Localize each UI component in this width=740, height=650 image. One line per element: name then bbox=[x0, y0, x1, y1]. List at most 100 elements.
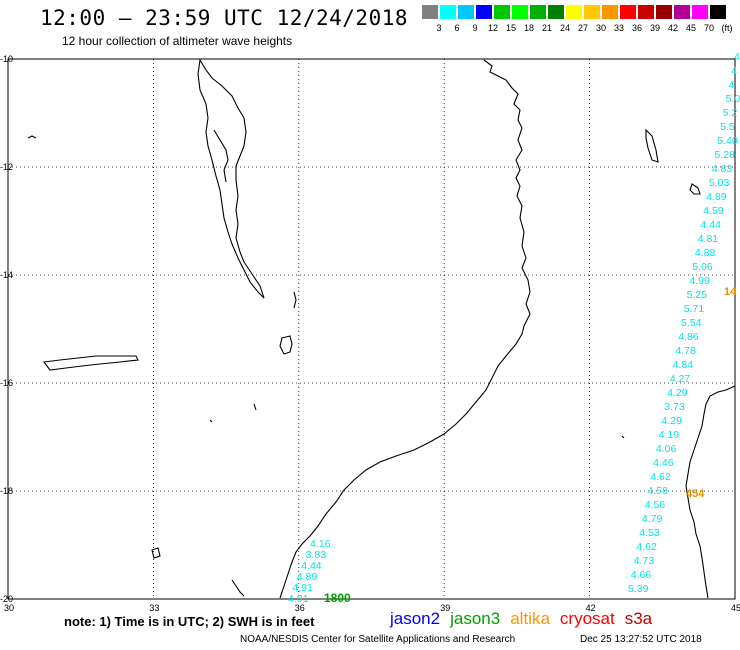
generation-timestamp: Dec 25 13:27:52 UTC 2018 bbox=[580, 634, 702, 645]
axis-labels: 30 33 36 39 42 45 -10 -12 -14 -16 -18 -20 bbox=[0, 54, 740, 613]
wave-height-label: 3.83 bbox=[306, 549, 327, 561]
wave-height-label: 4.66 bbox=[631, 569, 652, 581]
legend-swatch bbox=[494, 5, 510, 19]
legend-label: 39 bbox=[649, 23, 660, 33]
legend-label: 12 bbox=[487, 23, 498, 33]
jason3-time-label: 1800 bbox=[324, 591, 351, 605]
legend-swatch bbox=[422, 5, 438, 19]
wave-height-label: 4.62 bbox=[650, 471, 671, 483]
altika-label-north: 14 bbox=[724, 286, 737, 298]
wave-height-label: 4.86 bbox=[678, 331, 699, 343]
satellite-legend: jason2 jason3 altika cryosat s3a bbox=[390, 609, 662, 629]
legend-swatch bbox=[692, 5, 708, 19]
lon-tick-label: 39 bbox=[440, 603, 450, 613]
wave-height-label: 5.71 bbox=[684, 303, 705, 315]
wave-height-label: 5.0 bbox=[726, 93, 740, 105]
legend-swatch bbox=[566, 5, 582, 19]
legend-swatch bbox=[548, 5, 564, 19]
legend-swatch bbox=[530, 5, 546, 19]
wave-height-label: 4.06 bbox=[656, 443, 677, 455]
wave-height-label: 5.39 bbox=[628, 583, 649, 595]
legend-label: 30 bbox=[595, 23, 606, 33]
satellite-name: cryosat bbox=[559, 609, 615, 628]
legend-label: 33 bbox=[613, 23, 624, 33]
wave-height-label: 4.44 bbox=[301, 560, 322, 572]
wave-height-label: 4.44 bbox=[701, 219, 722, 231]
legend-swatch bbox=[638, 5, 654, 19]
legend-label: 42 bbox=[667, 23, 678, 33]
wave-height-label: 4.29 bbox=[667, 387, 688, 399]
satellite-name: altika bbox=[510, 609, 550, 628]
map-frame bbox=[7, 58, 736, 600]
legend-label: 27 bbox=[577, 23, 588, 33]
lat-tick-label: -20 bbox=[0, 594, 13, 604]
wave-height-label: 4.58 bbox=[648, 485, 669, 497]
credit-line: NOAA/NESDIS Center for Satellite Applica… bbox=[240, 634, 516, 645]
legend-swatch bbox=[476, 5, 492, 19]
wave-height-label: 4.59 bbox=[703, 205, 724, 217]
legend-swatch bbox=[440, 5, 456, 19]
chart-title: 12:00 – 23:59 UTC 12/24/2018 bbox=[40, 6, 409, 30]
wave-height-label: 5.40 bbox=[717, 135, 738, 147]
legend-label: 21 bbox=[541, 23, 552, 33]
wave-height-label: 4.46 bbox=[653, 457, 674, 469]
wave-height-label: 4.83 bbox=[712, 163, 733, 175]
legend-label: 70 bbox=[703, 23, 714, 33]
legend-swatch bbox=[584, 5, 600, 19]
wave-height-label: 4.89 bbox=[706, 191, 727, 203]
legend-label: 3 bbox=[436, 23, 442, 33]
altimeter-track-east: 4 4 4 5.0 5.2 5.5 5.40 5.28 4.83 5.03 4.89 4.59 4.44… bbox=[628, 51, 740, 595]
wave-height-label: 4.62 bbox=[636, 541, 657, 553]
wave-height-label: 5.54 bbox=[681, 317, 702, 329]
wave-height-label: 3.73 bbox=[664, 401, 685, 413]
legend-label: 36 bbox=[631, 23, 642, 33]
wave-height-label: 5.2 bbox=[723, 107, 738, 119]
wave-height-label: 4.53 bbox=[639, 527, 660, 539]
wave-height-label: 4 bbox=[734, 51, 740, 63]
legend-unit: (ft) bbox=[721, 23, 733, 33]
lat-tick-label: -14 bbox=[0, 270, 13, 280]
wave-height-label: 4.89 bbox=[297, 571, 318, 583]
wave-height-label: 4.16 bbox=[310, 538, 331, 550]
altika-label-south: 454 bbox=[686, 488, 705, 500]
wave-height-label: 5.28 bbox=[715, 149, 736, 161]
legend-swatch bbox=[674, 5, 690, 19]
lat-tick-label: -18 bbox=[0, 486, 13, 496]
legend-swatch bbox=[512, 5, 528, 19]
legend-label: 9 bbox=[472, 23, 478, 33]
wave-height-label: 4.79 bbox=[642, 513, 663, 525]
legend-label: 24 bbox=[559, 23, 570, 33]
legend-label: 15 bbox=[505, 23, 516, 33]
satellite-name: jason2 bbox=[390, 609, 441, 628]
wave-height-label: 4.29 bbox=[662, 415, 683, 427]
wave-height-label: 5.06 bbox=[692, 261, 713, 273]
satellite-name: s3a bbox=[624, 609, 653, 628]
wave-height-label: 4.81 bbox=[698, 233, 719, 245]
wave-height-label: 5.25 bbox=[687, 289, 708, 301]
chart-subtitle: 12 hour collection of altimeter wave hei… bbox=[62, 34, 293, 48]
lat-tick-label: -12 bbox=[0, 162, 13, 172]
wave-height-label: 4.78 bbox=[675, 345, 696, 357]
wave-height-label: 4.01 bbox=[288, 593, 309, 605]
wave-height-label: 4 bbox=[728, 79, 734, 91]
lat-tick-label: -16 bbox=[0, 378, 13, 388]
wave-height-label: 4 bbox=[731, 65, 737, 77]
wave-height-label: 4.99 bbox=[689, 275, 710, 287]
wave-height-label: 5.5 bbox=[720, 121, 735, 133]
legend-label: 6 bbox=[454, 23, 460, 33]
legend-swatch bbox=[620, 5, 636, 19]
legend-swatch bbox=[710, 5, 726, 19]
legend-swatch bbox=[656, 5, 672, 19]
lon-tick-label: 45 bbox=[731, 603, 740, 613]
wave-height-label: 4.27 bbox=[670, 373, 691, 385]
wave-height-label: 4.88 bbox=[695, 247, 716, 259]
wave-height-label: 4.84 bbox=[673, 359, 694, 371]
legend-swatch bbox=[458, 5, 474, 19]
lon-tick-label: 33 bbox=[149, 603, 159, 613]
altimeter-track-west: 4.163.834.444.894.914.01 bbox=[288, 538, 331, 605]
wave-height-label: 4.19 bbox=[659, 429, 680, 441]
lon-tick-label: 30 bbox=[4, 603, 14, 613]
legend-swatch bbox=[602, 5, 618, 19]
legend-label: 45 bbox=[685, 23, 696, 33]
